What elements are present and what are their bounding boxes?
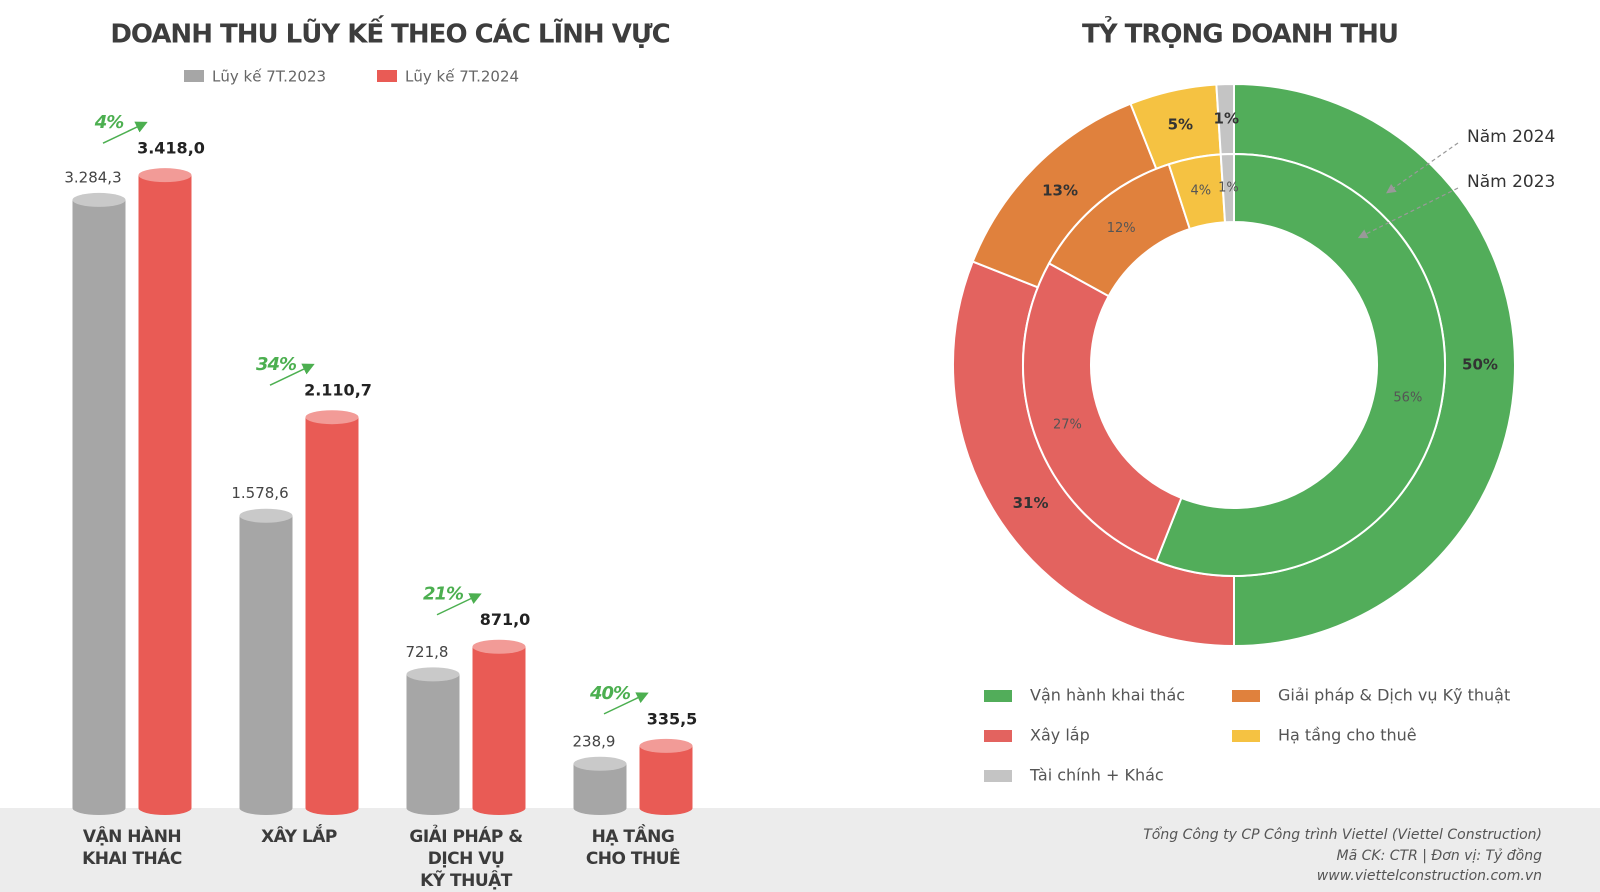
footer: Tổng Công ty CP Công trình Viettel (Viet… <box>1143 826 1542 884</box>
value-label: 1% <box>1214 110 1239 128</box>
bar <box>138 168 192 816</box>
bar-cap <box>639 738 693 753</box>
value-label: 50% <box>1462 356 1498 374</box>
bar-cap <box>72 192 126 207</box>
value-label: 2.110,7 <box>304 381 372 400</box>
value-label: 721,8 <box>406 643 449 661</box>
x-tick-label: XÂY LẮP <box>261 827 337 847</box>
bar-body <box>72 199 126 815</box>
legend-label: Lũy kế 7T.2023 <box>212 68 326 86</box>
bar <box>573 756 627 815</box>
growth-arrow <box>436 593 482 616</box>
legend-label: Giải pháp & Dịch vụ Kỹ thuật <box>1278 686 1510 705</box>
value-label: 27% <box>1053 417 1082 432</box>
growth-label: 34% <box>256 354 297 375</box>
bar-body <box>138 175 192 816</box>
value-label: 56% <box>1393 391 1422 406</box>
legend-label: Xây lắp <box>1030 726 1090 745</box>
value-label: 871,0 <box>480 610 531 629</box>
growth-label: 40% <box>589 683 631 704</box>
value-label: 335,5 <box>647 709 698 728</box>
legend-label: Lũy kế 7T.2024 <box>405 68 519 86</box>
footer-line: www.viettelconstruction.com.vn <box>1317 868 1542 884</box>
bar <box>239 508 293 815</box>
value-label: 1.578,6 <box>231 484 288 502</box>
ring-pointer <box>1386 142 1459 194</box>
legend-swatch <box>984 730 1012 742</box>
footer-line: Mã CK: CTR | Đơn vị: Tỷ đồng <box>1337 847 1543 864</box>
bar-cap <box>138 168 192 183</box>
legend-label: Tài chính + Khác <box>1029 766 1164 785</box>
value-label: 4% <box>1191 184 1212 199</box>
value-label: 1% <box>1218 181 1239 196</box>
legend-swatch <box>377 70 397 82</box>
legend-swatch <box>984 690 1012 702</box>
legend-label: Hạ tầng cho thuê <box>1278 726 1417 745</box>
bar-body <box>472 646 526 815</box>
donut-segment <box>1219 152 1235 224</box>
bar <box>406 667 460 815</box>
donut-segment <box>1155 152 1446 577</box>
growth-arrow <box>269 363 315 386</box>
x-tick-label: VẬN HÀNH KHAI THÁC <box>82 827 182 869</box>
value-label: 3.284,3 <box>64 168 121 186</box>
growth-label: 21% <box>423 584 464 605</box>
bar-body <box>406 674 460 815</box>
legend-swatch <box>184 70 204 82</box>
bar-cap <box>305 410 359 425</box>
bar-body <box>573 763 627 815</box>
bar-cap <box>573 756 627 771</box>
chart-title: TỶ TRỌNG DOANH THU <box>1082 15 1398 50</box>
bar <box>472 639 526 815</box>
bar <box>639 738 693 815</box>
bar-cap <box>472 639 526 654</box>
legend-label: Vận hành khai thác <box>1030 686 1185 705</box>
bar-cap <box>406 667 460 682</box>
bar <box>72 192 126 815</box>
bar-cap <box>239 508 293 523</box>
bar <box>305 410 359 815</box>
bar-body <box>239 515 293 815</box>
footer-band <box>0 808 1600 892</box>
value-label: 238,9 <box>573 732 616 750</box>
x-tick-label: HẠ TẦNG CHO THUÊ <box>585 827 681 869</box>
ring-label: Năm 2024 <box>1467 127 1555 147</box>
value-label: 31% <box>1013 494 1049 512</box>
footer-line: Tổng Công ty CP Công trình Viettel (Viet… <box>1143 826 1542 843</box>
growth-arrow <box>603 692 649 715</box>
bar-body <box>639 745 693 815</box>
donut-segment <box>1022 261 1183 563</box>
value-label: 13% <box>1042 182 1078 200</box>
legend-swatch <box>984 770 1012 782</box>
ring-pointer <box>1357 187 1459 239</box>
chart-title: DOANH THU LŨY KẾ THEO CÁC LĨNH VỰC <box>110 15 669 50</box>
ring-label: Năm 2023 <box>1467 172 1555 192</box>
value-label: 5% <box>1168 115 1193 133</box>
value-label: 3.418,0 <box>137 139 205 158</box>
value-label: 12% <box>1107 221 1136 236</box>
legend-swatch <box>1232 690 1260 702</box>
bar-body <box>305 417 359 815</box>
growth-arrow <box>102 121 148 144</box>
growth-label: 4% <box>94 112 125 133</box>
legend-swatch <box>1232 730 1260 742</box>
x-tick-label: GIẢI PHÁP & DỊCH VỤ KỸ THUẬT <box>409 827 523 891</box>
